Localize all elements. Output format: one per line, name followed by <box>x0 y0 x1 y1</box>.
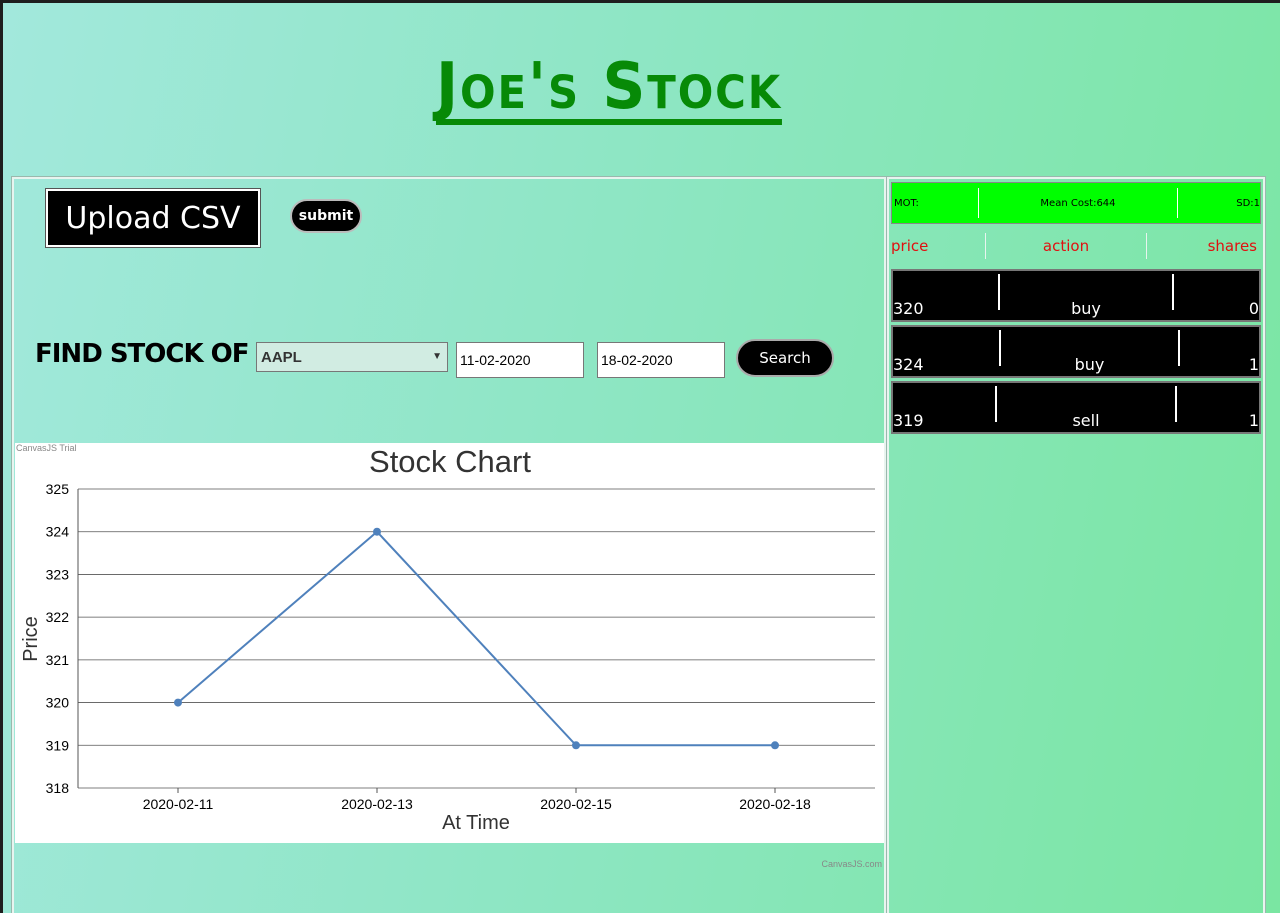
y-tick-label: 325 <box>46 481 70 497</box>
series-line <box>177 530 775 747</box>
submit-button[interactable]: submit <box>290 199 362 233</box>
canvasjs-credit-link[interactable]: CanvasJS.com <box>821 859 882 869</box>
data-point <box>572 741 580 750</box>
shares-column-header: shares <box>1207 237 1257 255</box>
x-tick-label: 2020-02-13 <box>341 796 413 812</box>
divider <box>999 329 1001 366</box>
y-tick-label: 318 <box>46 780 70 796</box>
chart-watermark: CanvasJS Trial <box>16 443 77 453</box>
chart-title: Stock Chart <box>369 444 531 479</box>
divider <box>998 273 1000 310</box>
x-axis-label: At Time <box>442 812 510 834</box>
y-axis-label: Price <box>20 616 42 662</box>
chart-svg: Stock Chart 318 319 320 321 322 323 324 325 2020-… <box>20 444 875 834</box>
from-date-input[interactable]: 11-02-2020 <box>456 342 584 378</box>
divider <box>1172 273 1174 310</box>
left-panel: Upload CSV submit FIND STOCK OF AAPL ▼ 1… <box>11 176 887 913</box>
mot-stat: MOT: <box>894 197 919 209</box>
y-tick-label: 321 <box>46 652 70 668</box>
divider <box>985 233 986 259</box>
stats-bar: MOT: Mean Cost:644 SD:1 <box>891 182 1261 224</box>
stock-symbol-select[interactable]: AAPL ▼ <box>256 342 448 372</box>
divider <box>977 188 979 218</box>
trade-row: 324 buy 1 <box>891 325 1261 378</box>
divider <box>1178 329 1180 366</box>
trade-action: buy <box>1071 299 1101 318</box>
data-point <box>771 741 779 750</box>
y-tick-label: 323 <box>46 566 70 582</box>
x-tick-label: 2020-02-15 <box>540 796 612 812</box>
divider <box>995 385 997 422</box>
y-tick-label: 319 <box>46 737 70 753</box>
upload-csv-button[interactable]: Upload CSV <box>45 188 261 248</box>
trade-price: 320 <box>893 299 924 318</box>
divider <box>1146 233 1147 259</box>
trade-action: buy <box>1074 355 1105 374</box>
y-tick-label: 324 <box>46 524 70 540</box>
action-column-header: action <box>1042 237 1090 255</box>
sd-stat: SD:1 <box>1236 197 1260 209</box>
trade-shares: 1 <box>1248 411 1259 430</box>
mean-cost-stat: Mean Cost:644 <box>1040 197 1116 209</box>
x-tick-label: 2020-02-11 <box>143 796 214 812</box>
divider <box>1175 385 1177 422</box>
trade-table-header: price action shares <box>889 231 1263 261</box>
trade-price: 319 <box>893 411 924 430</box>
data-point <box>174 698 182 707</box>
trade-shares: 1 <box>1248 355 1259 374</box>
chevron-down-icon: ▼ <box>432 351 442 362</box>
stock-chart: CanvasJS Trial Stock Chart 318 319 320 321 32… <box>15 443 884 843</box>
find-stock-label: FIND STOCK OF <box>35 339 250 369</box>
trade-shares: 0 <box>1248 299 1259 318</box>
y-tick-label: 322 <box>46 609 70 625</box>
search-button[interactable]: Search <box>736 339 834 377</box>
trade-price: 324 <box>893 355 924 374</box>
trade-row: 319 sell 1 <box>891 381 1261 434</box>
trade-action: sell <box>1072 411 1100 430</box>
page-title: Joe's Stock <box>436 50 782 125</box>
right-panel: MOT: Mean Cost:644 SD:1 price action sha… <box>886 176 1266 913</box>
trade-row: 320 buy 0 <box>891 269 1261 322</box>
y-tick-label: 320 <box>46 695 70 711</box>
selected-symbol: AAPL <box>261 348 302 366</box>
page: Joe's Stock Upload CSV submit FIND STOCK… <box>3 3 1280 913</box>
price-column-header: price <box>891 237 929 255</box>
x-tick-label: 2020-02-18 <box>739 796 811 812</box>
to-date-input[interactable]: 18-02-2020 <box>597 342 725 378</box>
data-point <box>373 527 381 536</box>
divider <box>1177 188 1179 218</box>
